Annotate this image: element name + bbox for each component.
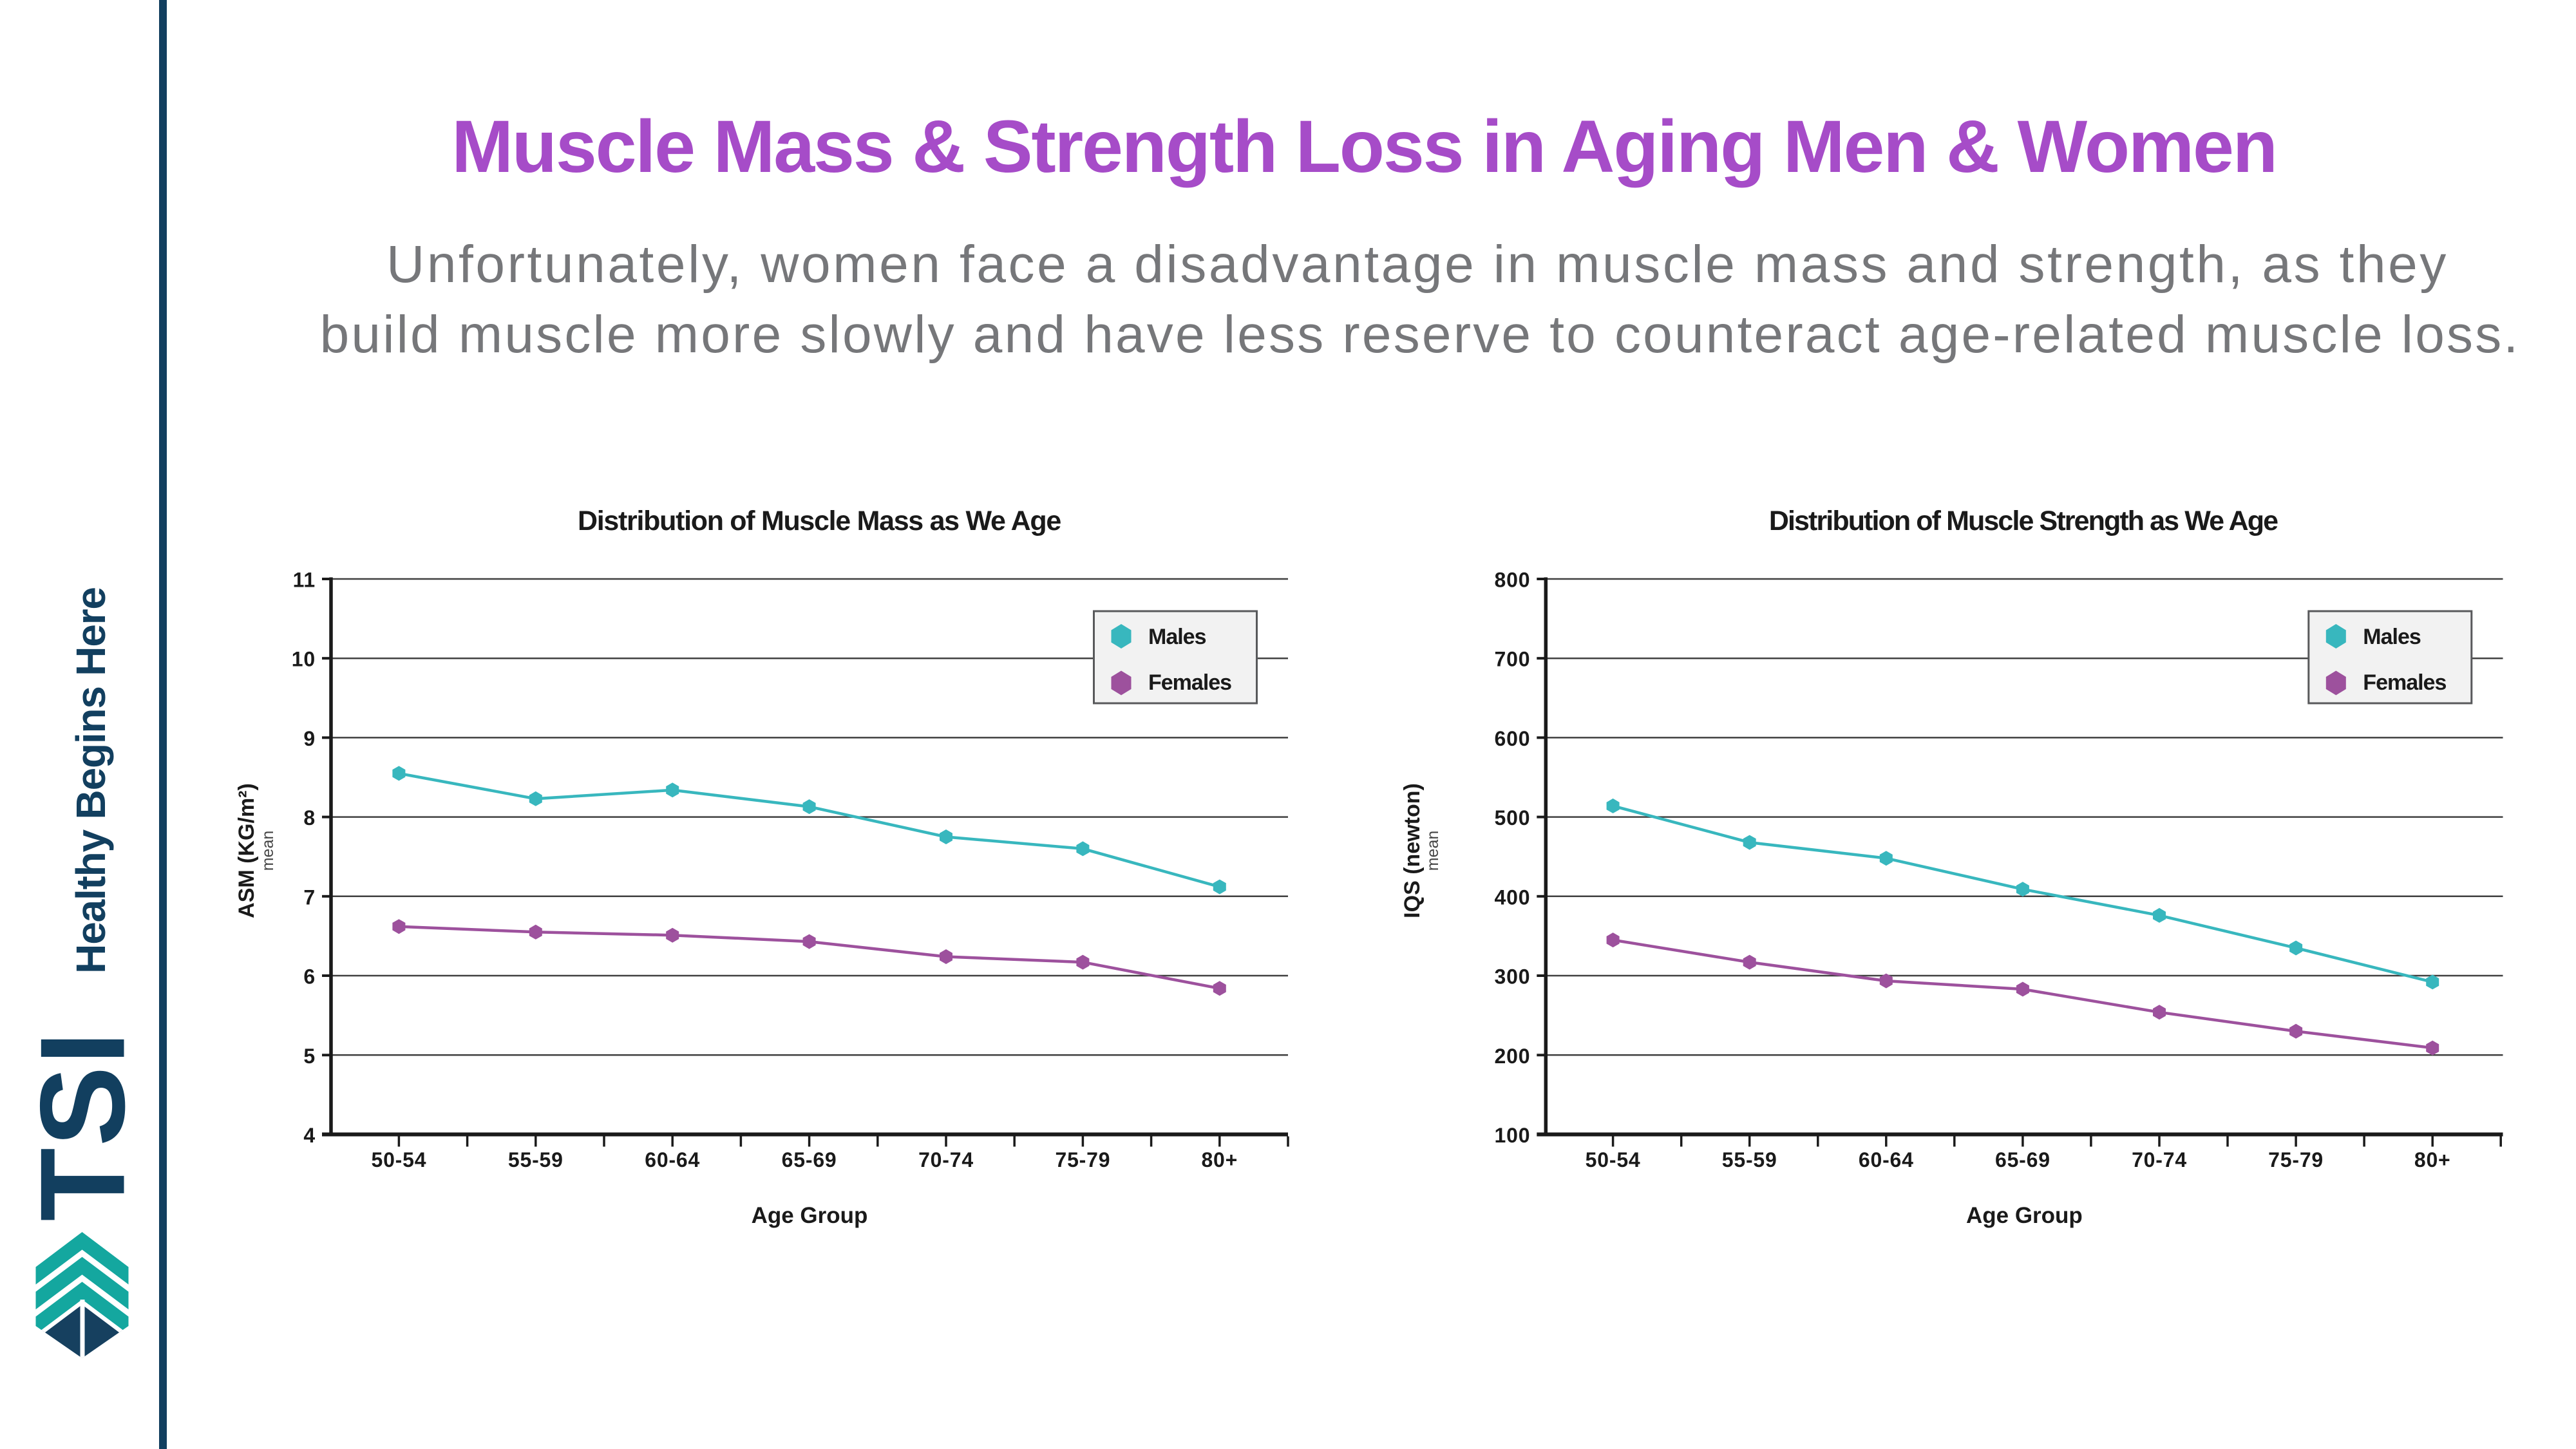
svg-text:100: 100	[1495, 1124, 1531, 1147]
svg-text:Males: Males	[1148, 625, 1206, 649]
svg-text:75-79: 75-79	[1055, 1148, 1110, 1171]
svg-text:mean: mean	[1424, 831, 1442, 871]
svg-text:70-74: 70-74	[918, 1148, 974, 1171]
svg-text:65-69: 65-69	[1995, 1148, 2050, 1171]
svg-text:80+: 80+	[2414, 1148, 2451, 1171]
svg-text:Distribution of Muscle Mass as: Distribution of Muscle Mass as We Age	[578, 506, 1061, 536]
svg-text:50-54: 50-54	[371, 1148, 426, 1171]
svg-text:Distribution of Muscle Strengt: Distribution of Muscle Strength as We Ag…	[1769, 506, 2278, 536]
svg-text:800: 800	[1495, 569, 1531, 592]
svg-text:55-59: 55-59	[1722, 1148, 1777, 1171]
svg-text:mean: mean	[259, 831, 277, 871]
svg-text:700: 700	[1495, 648, 1531, 671]
svg-text:5: 5	[303, 1045, 316, 1068]
svg-text:Age Group: Age Group	[752, 1203, 868, 1228]
svg-text:IQS (newton): IQS (newton)	[1400, 783, 1425, 918]
svg-text:500: 500	[1495, 806, 1531, 829]
svg-text:Age Group: Age Group	[1966, 1203, 2083, 1228]
svg-text:75-79: 75-79	[2268, 1148, 2324, 1171]
svg-text:10: 10	[292, 648, 316, 671]
svg-text:Females: Females	[2363, 670, 2446, 695]
svg-text:11: 11	[293, 569, 316, 592]
svg-text:Males: Males	[2363, 625, 2421, 649]
svg-text:65-69: 65-69	[782, 1148, 837, 1171]
svg-text:Females: Females	[1148, 670, 1231, 695]
svg-text:300: 300	[1495, 965, 1531, 989]
svg-text:8: 8	[303, 806, 316, 829]
svg-text:9: 9	[303, 727, 316, 750]
svg-text:ASM (KG/m²): ASM (KG/m²)	[234, 783, 259, 918]
svg-text:600: 600	[1495, 727, 1531, 750]
svg-text:6: 6	[303, 965, 316, 989]
svg-text:80+: 80+	[1201, 1148, 1238, 1171]
svg-text:400: 400	[1495, 886, 1531, 909]
svg-text:60-64: 60-64	[1859, 1148, 1914, 1171]
svg-text:200: 200	[1495, 1045, 1531, 1068]
svg-text:70-74: 70-74	[2132, 1148, 2187, 1171]
svg-text:50-54: 50-54	[1586, 1148, 1641, 1171]
svg-text:60-64: 60-64	[645, 1148, 700, 1171]
svg-text:7: 7	[303, 886, 316, 909]
svg-text:55-59: 55-59	[508, 1148, 564, 1171]
svg-text:4: 4	[303, 1124, 316, 1147]
